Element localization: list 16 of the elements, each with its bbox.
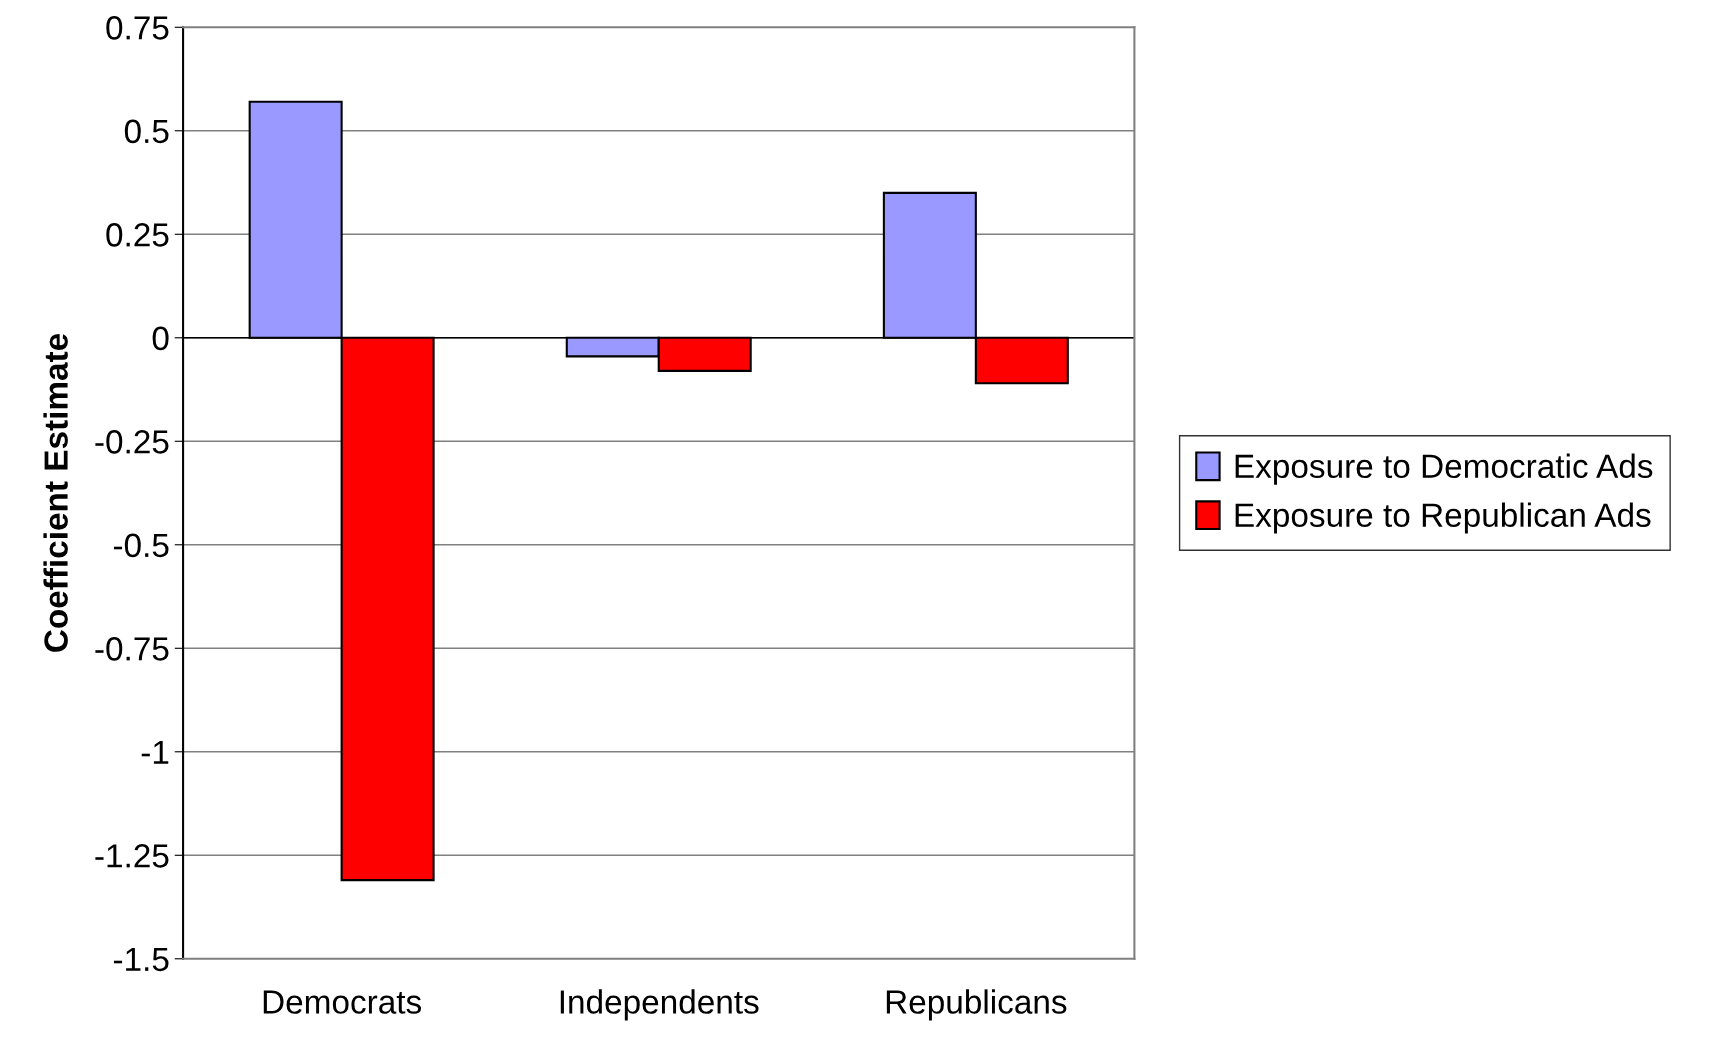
y-tick-label: 0.5 [124,119,169,144]
y-tick-label: -1.25 [95,844,169,868]
y-tick-label: -0.25 [95,430,169,454]
y-tick-label: 0.75 [106,16,169,40]
y-tick-label: 0 [152,326,169,351]
y-axis-title: Coefficient Estimate [43,333,68,652]
y-tick-label: -0.5 [113,533,169,558]
y-tick-label: -1.5 [113,947,169,972]
y-tick-label: -0.75 [95,637,169,661]
x-tick-label: Democrats [263,990,422,1014]
legend-label: Exposure to Republican Ads [1235,502,1651,534]
y-tick-label: -1 [141,740,169,764]
legend-label: Exposure to Democratic Ads [1235,453,1653,485]
x-tick-label: Republicans [886,989,1067,1021]
y-tick-label: 0.25 [106,223,169,247]
x-tick-label: Independents [560,989,759,1021]
